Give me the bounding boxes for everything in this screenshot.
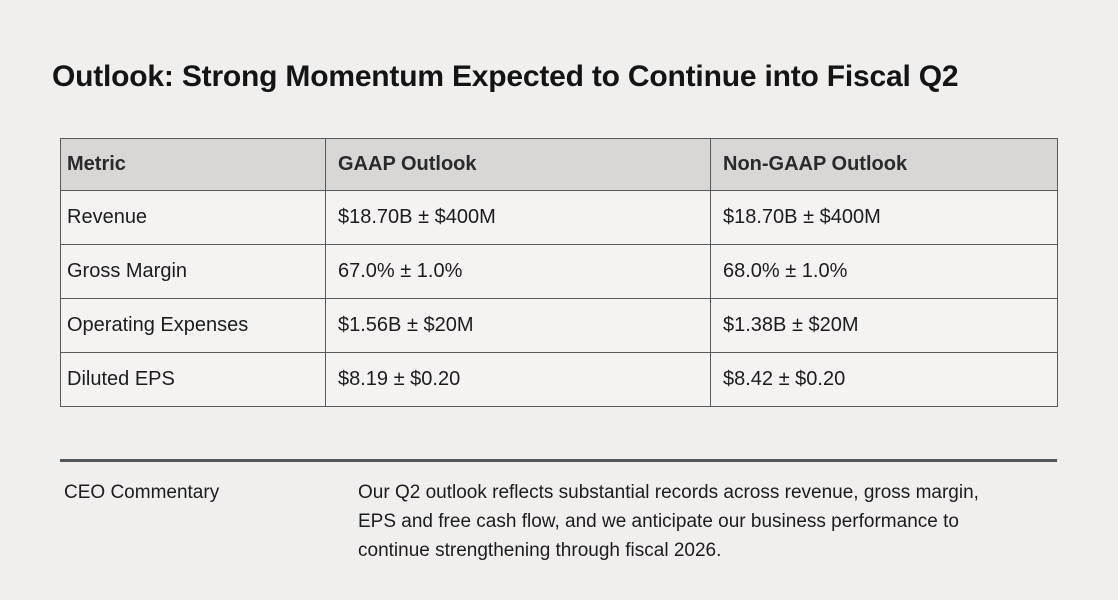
non-gaap-cell: 68.0% ± 1.0%: [710, 244, 1058, 299]
column-header-gaap: GAAP Outlook: [325, 138, 711, 191]
metric-cell: Diluted EPS: [60, 352, 326, 407]
section-divider: [60, 459, 1057, 462]
outlook-table: Metric GAAP Outlook Non-GAAP Outlook Rev…: [60, 138, 1058, 407]
commentary-label: CEO Commentary: [64, 482, 220, 503]
metric-cell: Operating Expenses: [60, 298, 326, 353]
non-gaap-cell: $8.42 ± $0.20: [710, 352, 1058, 407]
table-row: Revenue $18.70B ± $400M $18.70B ± $400M: [60, 190, 1058, 245]
non-gaap-cell: $1.38B ± $20M: [710, 298, 1058, 353]
gaap-cell: $8.19 ± $0.20: [325, 352, 711, 407]
table-header-row: Metric GAAP Outlook Non-GAAP Outlook: [60, 138, 1058, 191]
column-header-non-gaap: Non-GAAP Outlook: [710, 138, 1058, 191]
table-row: Diluted EPS $8.19 ± $0.20 $8.42 ± $0.20: [60, 352, 1058, 407]
gaap-cell: $1.56B ± $20M: [325, 298, 711, 353]
commentary-text: Our Q2 outlook reflects substantial reco…: [358, 482, 979, 561]
commentary-section: CEO Commentary Our Q2 outlook reflects s…: [64, 478, 1057, 565]
column-header-metric: Metric: [60, 138, 326, 191]
non-gaap-cell: $18.70B ± $400M: [710, 190, 1058, 245]
gaap-cell: $18.70B ± $400M: [325, 190, 711, 245]
gaap-cell: 67.0% ± 1.0%: [325, 244, 711, 299]
table-row: Operating Expenses $1.56B ± $20M $1.38B …: [60, 298, 1058, 353]
metric-cell: Revenue: [60, 190, 326, 245]
page-title: Outlook: Strong Momentum Expected to Con…: [52, 60, 959, 93]
metric-cell: Gross Margin: [60, 244, 326, 299]
table-row: Gross Margin 67.0% ± 1.0% 68.0% ± 1.0%: [60, 244, 1058, 299]
